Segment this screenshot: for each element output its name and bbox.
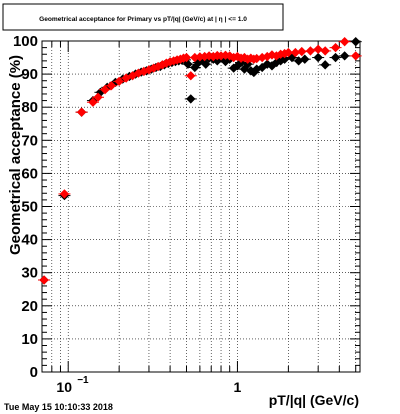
y-tick-label: 10 [21,331,38,348]
y-tick-label: 0 [30,364,38,381]
grid [41,41,360,372]
data-series [38,36,362,285]
data-point [114,76,124,87]
timestamp: Tue May 15 10:10:33 2018 [4,402,113,412]
y-tick-label: 80 [21,99,38,116]
y-tick-label: 100 [13,33,38,50]
chart-title: Geometrical acceptance for Primary vs pT… [39,16,247,23]
x-tick-label-exponent: −1 [77,375,89,386]
data-point [183,59,193,69]
data-point [305,46,316,56]
data-point [106,81,117,91]
data-point [93,92,103,102]
y-axis-title: Geometrical acceptance (%) [7,55,24,255]
x-tick-label: 10 [56,379,72,395]
y-tick-label: 90 [21,66,38,83]
data-point [351,51,361,61]
y-tick-label: 60 [21,165,38,182]
tick-labels: 0 10 20 30 40 50 60 70 80 90 100 10 −1 1 [13,33,242,395]
data-point [351,36,361,47]
title-box: Geometrical acceptance for Primary vs pT… [2,3,284,31]
data-point [313,52,323,63]
data-point [59,189,70,199]
series-red [38,36,362,285]
y-tick-label: 20 [21,298,38,315]
data-point [76,107,87,117]
data-point [88,97,98,107]
y-tick-label: 40 [21,232,38,249]
x-axis-title: pT/|q| (GeV/c) [269,392,359,408]
y-tick-label: 50 [21,199,38,216]
y-tick-label: 30 [21,265,38,282]
data-point [186,94,196,104]
y-tick-label: 70 [21,132,38,149]
data-point [186,71,196,81]
x-tick-label: 1 [234,379,242,395]
axis-ticks [41,40,360,373]
data-point [100,84,110,95]
data-point [290,47,301,58]
